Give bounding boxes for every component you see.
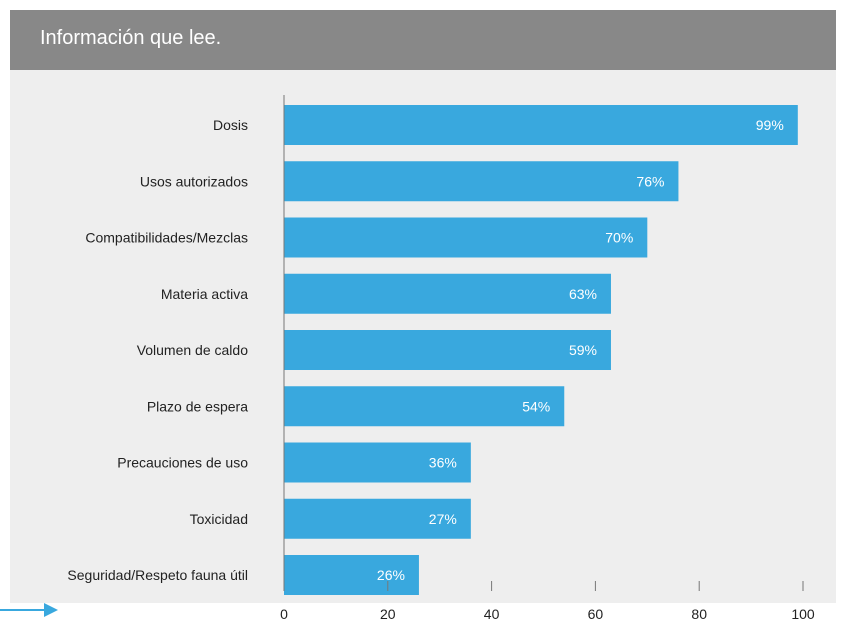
data-label: 36%: [429, 455, 457, 471]
category-label: Compatibilidades/Mezclas: [85, 230, 248, 246]
category-label: Materia activa: [161, 286, 248, 302]
arrow-icon: [0, 603, 58, 617]
bar: [284, 330, 611, 370]
data-label: 76%: [636, 173, 664, 189]
category-label: Precauciones de uso: [117, 455, 248, 471]
category-label: Toxicidad: [190, 511, 248, 527]
bar: [284, 161, 679, 202]
chart-header: Información que lee.: [10, 10, 836, 70]
data-label: 99%: [756, 117, 784, 133]
data-label: 27%: [429, 511, 457, 527]
bar: [284, 386, 565, 427]
bars-layer: [284, 105, 798, 595]
x-tick-label: 0: [280, 606, 288, 622]
chart-title: Información que lee.: [40, 27, 222, 49]
category-label: Dosis: [213, 117, 248, 133]
x-tick-label: 100: [791, 606, 815, 622]
bar: [284, 442, 471, 483]
data-label: 26%: [377, 567, 405, 583]
x-tick-label: 20: [380, 606, 396, 622]
bar: [284, 105, 798, 145]
x-tick-label: 60: [588, 606, 604, 622]
x-tick-label: 40: [484, 606, 500, 622]
data-label: 59%: [569, 342, 597, 358]
x-tick-label: 80: [691, 606, 707, 622]
data-label: 70%: [605, 230, 633, 246]
data-label: 63%: [569, 286, 597, 302]
category-label: Plazo de espera: [147, 398, 248, 414]
bar: [284, 273, 611, 314]
category-label: Seguridad/Respeto fauna útil: [67, 567, 248, 583]
data-label: 54%: [522, 398, 550, 414]
bar: [284, 555, 419, 595]
bar: [284, 217, 648, 258]
category-label: Usos autorizados: [140, 173, 248, 189]
axis-layer: Dosis 99% Usos autorizados 76% Compatibilida…: [67, 95, 815, 622]
bar: [284, 498, 471, 539]
category-label: Volumen de caldo: [137, 342, 249, 358]
